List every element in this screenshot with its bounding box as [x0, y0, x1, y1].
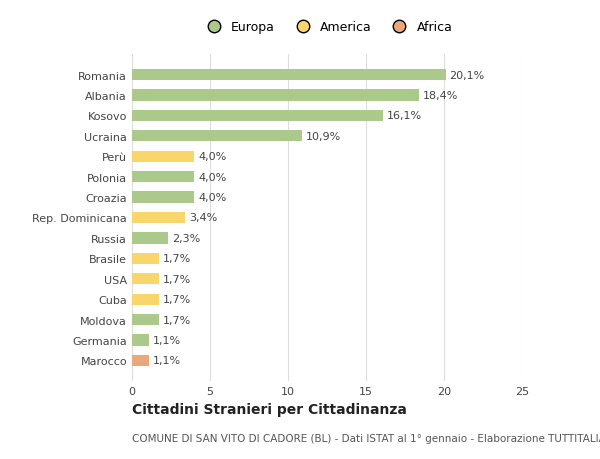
Text: 4,0%: 4,0% — [198, 152, 227, 162]
Bar — [132, 355, 149, 366]
Text: 1,1%: 1,1% — [153, 335, 181, 345]
Bar — [132, 274, 158, 285]
Text: 10,9%: 10,9% — [306, 132, 341, 141]
Text: 4,0%: 4,0% — [198, 193, 227, 203]
Bar — [132, 111, 383, 122]
Text: 1,1%: 1,1% — [153, 356, 181, 365]
Text: COMUNE DI SAN VITO DI CADORE (BL) - Dati ISTAT al 1° gennaio - Elaborazione TUTT: COMUNE DI SAN VITO DI CADORE (BL) - Dati… — [132, 433, 600, 442]
Text: 16,1%: 16,1% — [387, 111, 422, 121]
Text: Cittadini Stranieri per Cittadinanza: Cittadini Stranieri per Cittadinanza — [132, 402, 407, 416]
Text: 4,0%: 4,0% — [198, 172, 227, 182]
Bar — [132, 172, 194, 183]
Legend: Europa, America, Africa: Europa, America, Africa — [199, 19, 455, 37]
Bar — [132, 314, 158, 325]
Text: 1,7%: 1,7% — [163, 315, 191, 325]
Text: 1,7%: 1,7% — [163, 254, 191, 264]
Text: 1,7%: 1,7% — [163, 274, 191, 284]
Bar — [132, 192, 194, 203]
Bar — [132, 253, 158, 264]
Bar — [132, 90, 419, 101]
Text: 20,1%: 20,1% — [449, 71, 485, 80]
Bar — [132, 151, 194, 162]
Text: 18,4%: 18,4% — [423, 91, 458, 101]
Bar — [132, 335, 149, 346]
Text: 3,4%: 3,4% — [189, 213, 217, 223]
Text: 2,3%: 2,3% — [172, 233, 200, 243]
Bar — [132, 233, 168, 244]
Bar — [132, 70, 446, 81]
Bar — [132, 213, 185, 224]
Bar — [132, 131, 302, 142]
Bar — [132, 294, 158, 305]
Text: 1,7%: 1,7% — [163, 295, 191, 304]
